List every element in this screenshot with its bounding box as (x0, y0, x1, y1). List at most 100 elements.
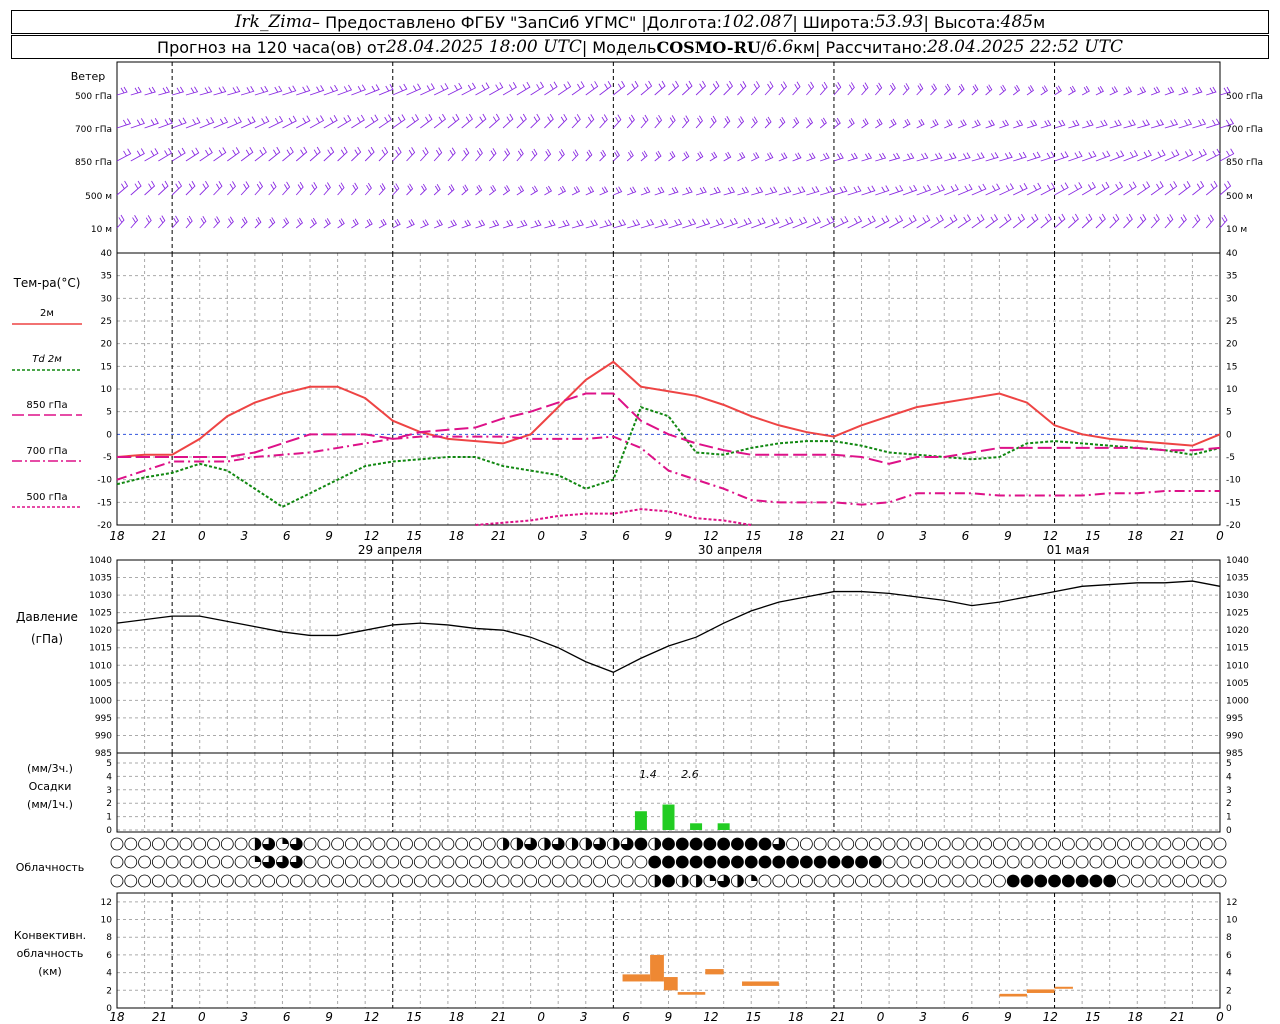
wind-barb (461, 82, 477, 96)
temp-frame (116, 252, 1221, 526)
wind-barb (171, 180, 183, 196)
cloud-cover-circle (358, 837, 372, 851)
wind-barb (585, 114, 595, 129)
cloud-cover-circle (799, 874, 813, 888)
wind-barb (171, 215, 180, 229)
cloud-cover-circle (151, 855, 165, 869)
cloud-cover-circle (606, 874, 620, 888)
wind-barb (282, 85, 297, 96)
cloud-cover-circle (400, 855, 413, 869)
wind-barb (240, 116, 256, 129)
wind-barb (1109, 86, 1118, 96)
wind-barb (792, 186, 806, 196)
cloud-cover-fill (786, 856, 799, 868)
cloud-cover-circle (979, 874, 993, 888)
wind-barb (392, 114, 406, 129)
cloud-cover-fill (648, 856, 661, 868)
temp-tick-right: 25 (1226, 317, 1237, 327)
cloud-cover-circle (386, 855, 400, 869)
wind-barb (668, 80, 680, 96)
cloud-cover-circle (993, 837, 1006, 851)
convective-title-2: облачность (17, 947, 84, 960)
cloud-cover-fill (1089, 875, 1102, 887)
wind-barb (985, 152, 999, 162)
wind-barb (172, 86, 185, 96)
wind-barb (268, 146, 281, 162)
temp-tick-right: 15 (1226, 362, 1237, 372)
cloud-cover-circle (1213, 837, 1227, 851)
wind-barb (888, 215, 904, 229)
time-tick-bottom: 9 (325, 1010, 333, 1024)
wind-barb (130, 148, 145, 162)
cloud-cover-circle (1075, 837, 1089, 851)
wind-barb (806, 216, 822, 229)
wind-barb (1095, 150, 1111, 162)
cloud-cover-fill (841, 856, 854, 868)
cloud-cover-circle (193, 855, 207, 869)
cloud-cover-fill (662, 875, 675, 887)
wind-barb (1123, 181, 1137, 196)
pressure-tick-left: 1005 (89, 679, 112, 689)
wind-barb (695, 218, 711, 229)
wind-barb (861, 215, 876, 229)
wind-barb (875, 118, 883, 129)
wind-barb (847, 185, 862, 196)
cloud-cover-fill (745, 856, 758, 868)
time-tick-bottom: 9 (1004, 1010, 1012, 1024)
cloud-cover-circle (1006, 837, 1020, 851)
cloud-cover-fill (751, 875, 758, 881)
time-tick-bottom: 21 (1170, 1010, 1185, 1024)
wind-barb (1192, 214, 1201, 229)
conv-bar (705, 969, 724, 975)
temp-tick-left: 5 (106, 408, 112, 418)
time-tick-bottom: 15 (746, 1010, 761, 1024)
wind-barb (530, 185, 539, 196)
wind-barb (640, 219, 655, 229)
wind-barb (985, 119, 995, 129)
wind-barb (1178, 180, 1191, 196)
wind-barb (351, 84, 366, 96)
wind-barb (833, 117, 841, 129)
cloud-cover-circle (965, 874, 979, 888)
wind-barb (668, 115, 676, 129)
wind-barb (902, 215, 917, 229)
wind-barb (378, 114, 392, 129)
time-tick-bottom: 12 (703, 1010, 718, 1024)
pressure-tick-right: 1015 (1226, 644, 1249, 654)
time-tick-mid: 15 (406, 529, 421, 543)
cloud-cover-circle (110, 837, 124, 851)
precip-tick-left: 5 (106, 759, 112, 769)
cloud-cover-circle (234, 837, 248, 851)
wind-barb (930, 83, 938, 96)
wind-barb (640, 80, 653, 96)
wind-barb (916, 214, 931, 229)
wind-barb (999, 151, 1013, 162)
precip-unit-3h: (мм/3ч.) (27, 762, 73, 775)
temp-tick-right: 35 (1226, 272, 1237, 282)
wind-barb (930, 214, 944, 229)
wind-barb (323, 218, 331, 229)
wind-barb (916, 83, 924, 96)
wind-barb (447, 82, 463, 96)
precip-frame (116, 752, 1221, 833)
cloud-cover-fill (731, 856, 744, 868)
wind-barb (599, 80, 612, 96)
cloud-cover-circle (1117, 855, 1130, 869)
cloud-cover-circle (207, 874, 220, 888)
wind-barb (516, 219, 528, 229)
precip-unit-1h: (мм/1ч.) (27, 798, 73, 811)
wind-barb (1095, 119, 1108, 129)
wind-barb (599, 149, 607, 162)
cloud-cover-circle (207, 837, 220, 851)
wind-barb (875, 152, 887, 162)
cloud-cover-circle (882, 874, 896, 888)
wind-barb (1219, 118, 1235, 129)
wind-barb (1012, 183, 1028, 196)
wind-level-label-right: 500 м (1226, 192, 1253, 202)
wind-barb (475, 219, 486, 229)
cloud-cover-circle (799, 837, 813, 851)
wind-barb (420, 219, 429, 229)
cloud-cover-circle (951, 837, 965, 851)
cloud-cover-circle (910, 855, 924, 869)
